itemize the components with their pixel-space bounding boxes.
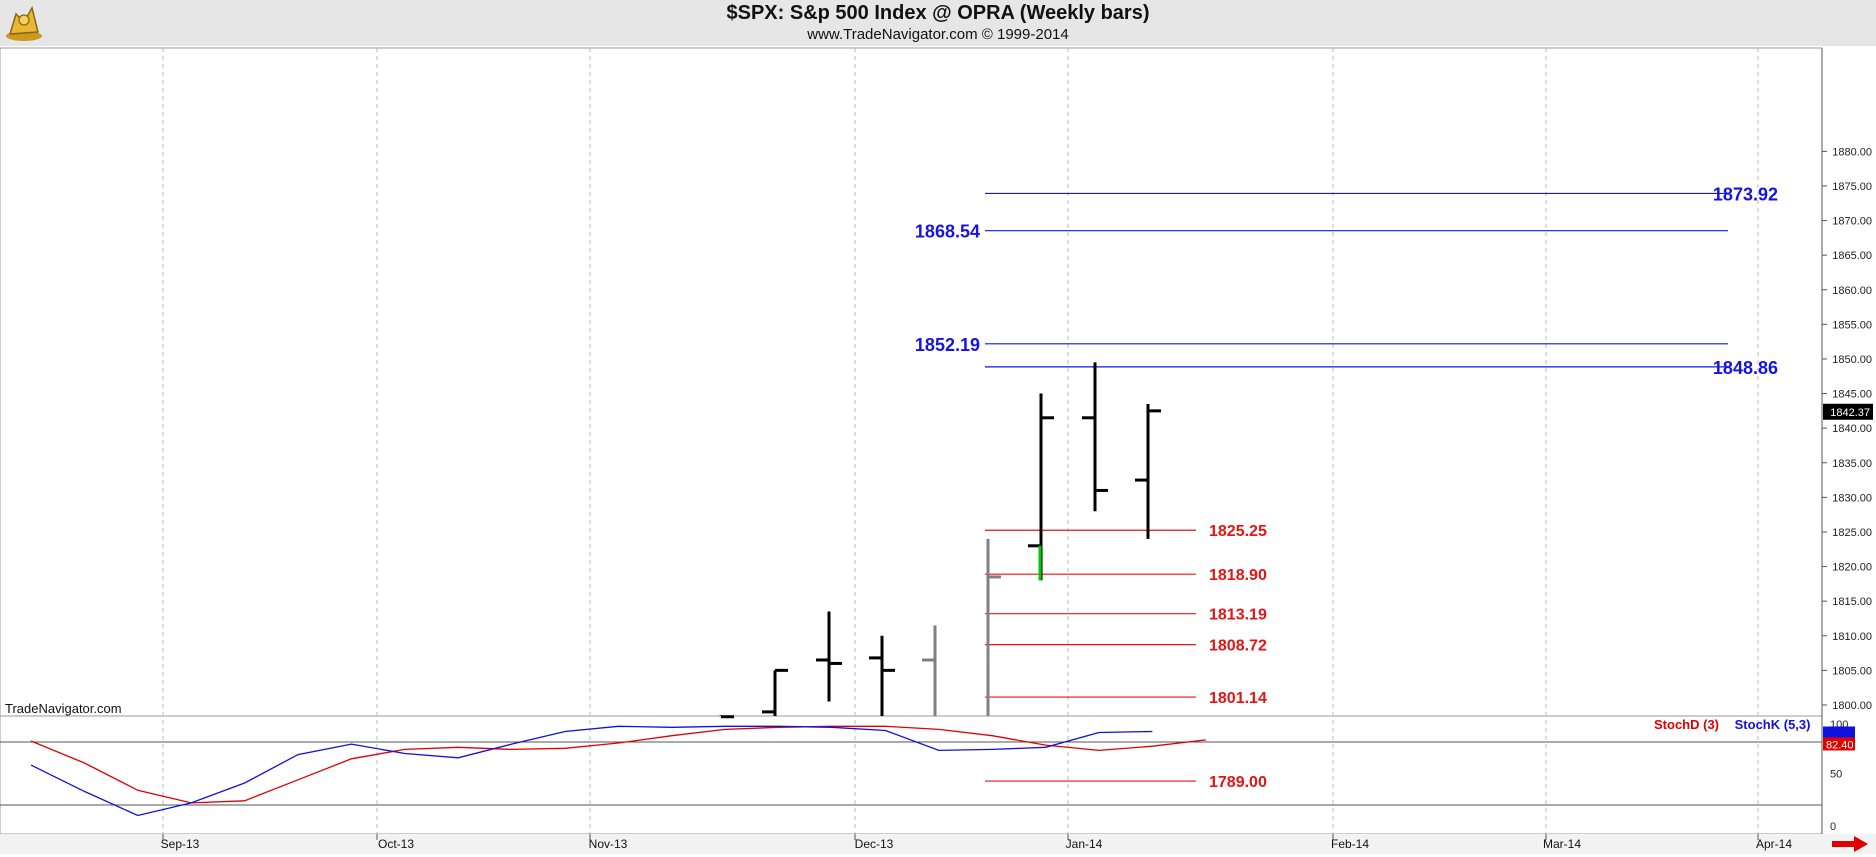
support-label: 1801.14 (1209, 690, 1267, 707)
watermark: TradeNavigator.com (5, 701, 122, 716)
x-tick-label: Jan-14 (1066, 837, 1103, 851)
y-tick-label: 1815.00 (1832, 596, 1872, 608)
last-price-tag (1823, 403, 1873, 420)
support-label: 1818.90 (1209, 567, 1267, 584)
resistance-label: 1852.19 (915, 335, 980, 355)
y-tick-label: 1810.00 (1832, 631, 1872, 643)
stoch-k-value-tag (1823, 726, 1855, 738)
y-tick-label: 1840.00 (1832, 423, 1872, 435)
stoch-y-tick-label: 0 (1830, 821, 1836, 833)
chart-subtitle: www.TradeNavigator.com © 1999-2014 (807, 26, 1069, 43)
support-label: 1808.72 (1209, 638, 1267, 655)
y-tick-label: 1880.00 (1832, 146, 1872, 158)
x-tick-label: Dec-13 (855, 837, 894, 851)
y-tick-label: 1835.00 (1832, 458, 1872, 470)
y-tick-label: 1860.00 (1832, 285, 1872, 297)
y-tick-label: 1825.00 (1832, 527, 1872, 539)
x-tick-label: Mar-14 (1543, 837, 1581, 851)
y-tick-label: 1855.00 (1832, 319, 1872, 331)
support-label: 1825.25 (1209, 523, 1267, 540)
y-tick-label: 1870.00 (1832, 216, 1872, 228)
x-axis-area (0, 834, 1876, 854)
chart-header (0, 0, 1876, 46)
y-tick-label: 1845.00 (1832, 389, 1872, 401)
x-tick-label: Nov-13 (589, 837, 628, 851)
trade-navigator-logo (2, 2, 46, 44)
stochastic-panel (0, 715, 1823, 835)
stoch-d-value-tag (1823, 737, 1855, 751)
y-tick-label: 1800.00 (1832, 700, 1872, 712)
y-tick-label: 1865.00 (1832, 250, 1872, 262)
x-tick-label: Sep-13 (161, 837, 200, 851)
price-panel (0, 47, 1823, 717)
x-tick-label: Feb-14 (1331, 837, 1369, 851)
stoch-d-line (30, 725, 1206, 804)
y-tick-label: 1875.00 (1832, 181, 1872, 193)
scroll-right-arrow-icon[interactable] (1830, 836, 1870, 852)
indicator-legend: StochD (3) StochK (5,3) (1654, 717, 1810, 732)
y-tick-label: 1850.00 (1832, 354, 1872, 366)
resistance-label: 1868.54 (915, 222, 980, 242)
y-tick-label: 1805.00 (1832, 665, 1872, 677)
y-tick-label: 1820.00 (1832, 562, 1872, 574)
support-label: 1789.00 (1209, 774, 1267, 791)
stoch-d-value-label: 82.40 (1826, 739, 1854, 751)
x-tick-label: Apr-14 (1756, 837, 1792, 851)
chart-title: $SPX: S&p 500 Index @ OPRA (Weekly bars) (726, 2, 1150, 24)
y-tick-label: 1830.00 (1832, 492, 1872, 504)
y-axis-area (1822, 48, 1876, 854)
stoch-d-legend: StochD (3) (1654, 717, 1719, 732)
stoch-y-tick-label: 50 (1830, 769, 1842, 781)
stoch-k-line (30, 725, 1153, 817)
last-price-label: 1842.37 (1830, 407, 1870, 419)
support-label: 1813.19 (1209, 607, 1267, 624)
resistance-label: 1873.92 (1713, 184, 1778, 204)
stoch-k-legend: StochK (5,3) (1734, 717, 1811, 732)
resistance-label: 1848.86 (1713, 358, 1778, 378)
x-tick-label: Oct-13 (378, 837, 414, 851)
